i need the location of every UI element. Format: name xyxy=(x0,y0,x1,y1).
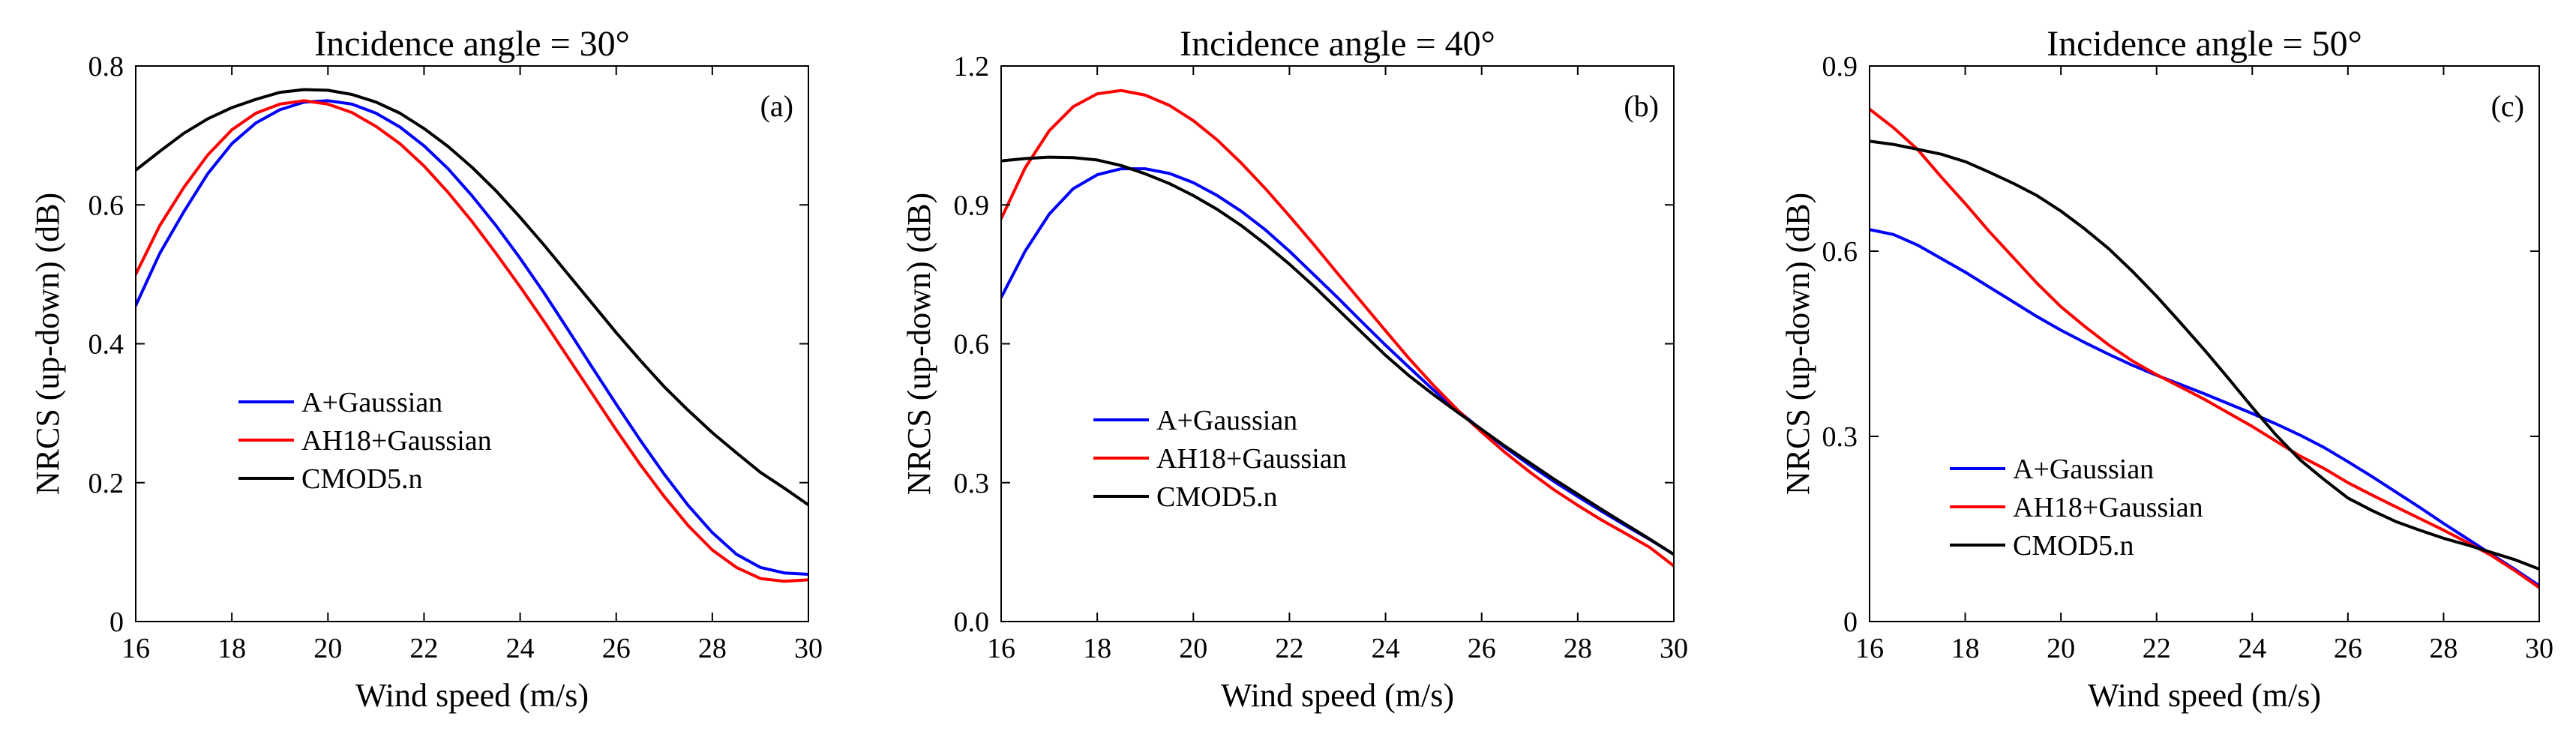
legend: A+Gaussian AH18+Gaussian CMOD5.n xyxy=(1093,405,1347,513)
y-tick-label: 0.8 xyxy=(88,51,124,82)
x-tick-label: 16 xyxy=(121,633,150,664)
series-line-cmod5-n xyxy=(1001,155,1674,556)
y-tick-label: 0.6 xyxy=(954,329,990,361)
y-axis-label: NRCS (up-down) (dB) xyxy=(1780,193,1816,495)
panel-label: (c) xyxy=(2491,89,2524,123)
plot-area: 16 18 20 22 24 26 28 30 0 0.3 0.6 0.9 A+Gaussian AH18… xyxy=(1822,51,2554,664)
x-tick-label: 22 xyxy=(1275,633,1303,664)
x-axis-label: Wind speed (m/s) xyxy=(1221,677,1454,714)
legend-label-ah18-gaussian: AH18+Gaussian xyxy=(2013,492,2203,523)
x-tick-label: 22 xyxy=(409,633,438,664)
y-tick-label: 0.0 xyxy=(954,607,990,638)
x-tick-label: 20 xyxy=(2047,633,2075,664)
x-tick-label: 28 xyxy=(2429,633,2458,664)
x-tick-label: 28 xyxy=(698,633,727,664)
legend-label-ah18-gaussian: AH18+Gaussian xyxy=(1156,443,1347,475)
x-tick-label: 20 xyxy=(1179,633,1207,664)
series-line-cmod5-n xyxy=(136,88,808,507)
series-line-a-gaussian xyxy=(1001,167,1674,556)
x-axis-label: Wind speed (m/s) xyxy=(355,677,589,714)
x-tick-label: 16 xyxy=(1855,633,1884,664)
series-line-ah18-gaussian xyxy=(1870,107,2539,589)
y-tick-label: 0.6 xyxy=(88,190,124,221)
series-group xyxy=(1870,107,2539,589)
legend-label-cmod5-n: CMOD5.n xyxy=(2013,530,2134,562)
legend-label-a-gaussian: A+Gaussian xyxy=(1156,405,1297,436)
y-tick-label: 0.9 xyxy=(1822,51,1858,82)
legend: A+Gaussian AH18+Gaussian CMOD5.n xyxy=(238,387,492,495)
axes-frame xyxy=(135,65,809,622)
x-tick-label: 26 xyxy=(1468,633,1496,664)
legend: A+Gaussian AH18+Gaussian CMOD5.n xyxy=(1950,454,2203,562)
x-tick-label: 30 xyxy=(2525,633,2554,664)
series-line-a-gaussian xyxy=(1870,228,2539,588)
panel-b: Incidence angle = 40° 16 18 20 22 24 26 28 30 0.… xyxy=(901,24,1688,714)
legend-label-cmod5-n: CMOD5.n xyxy=(1156,481,1278,513)
panel-title: Incidence angle = 50° xyxy=(2047,24,2362,64)
x-axis-label: Wind speed (m/s) xyxy=(2088,677,2321,714)
x-tick-label: 22 xyxy=(2143,633,2171,664)
series-line-cmod5-n xyxy=(1870,139,2539,571)
series-group xyxy=(136,88,808,583)
panel-label: (b) xyxy=(1624,89,1659,123)
x-tick-label: 18 xyxy=(1083,633,1111,664)
y-axis-label: NRCS (up-down) (dB) xyxy=(901,193,937,495)
x-tick-label: 18 xyxy=(217,633,246,664)
series-group xyxy=(1001,88,1674,568)
y-tick-label: 0.2 xyxy=(88,468,124,499)
y-tick-label: 0 xyxy=(1843,607,1858,638)
x-tick-label: 30 xyxy=(794,633,823,664)
plot-area: 16 18 20 22 24 26 28 3000.20.40.60.8A+GaussianA… xyxy=(88,51,823,664)
y-tick-label: 0 xyxy=(109,607,124,638)
x-tick-label: 26 xyxy=(602,633,631,664)
x-tick-label: 18 xyxy=(1951,633,1980,664)
y-axis-label: NRCS (up-down) (dB) xyxy=(29,193,66,495)
series-line-ah18-gaussian xyxy=(136,99,808,583)
panel-label: (a) xyxy=(760,89,793,123)
x-tick-label: 24 xyxy=(1372,633,1400,664)
legend-label-a-gaussian: A+Gaussian xyxy=(2013,454,2154,485)
y-tick-label: 0.3 xyxy=(1822,421,1858,453)
panel-a: Incidence angle = 30° 16 18 20 22 24 26 28 30 0 0… xyxy=(29,24,823,714)
y-tick-label: 1.2 xyxy=(954,51,990,82)
x-tick-label: 20 xyxy=(313,633,342,664)
y-tick-label: 0.9 xyxy=(954,190,990,221)
x-tick-label: 16 xyxy=(987,633,1015,664)
legend-label-cmod5-n: CMOD5.n xyxy=(301,463,423,495)
x-tick-label: 24 xyxy=(506,633,535,664)
x-tick-label: 30 xyxy=(1660,633,1688,664)
panel-title: Incidence angle = 30° xyxy=(314,24,630,64)
y-tick-label: 0.4 xyxy=(88,329,124,361)
legend-label-a-gaussian: A+Gaussian xyxy=(301,387,442,418)
panel-c: Incidence angle = 50° 16 18 20 22 24 26 28 30 0 0… xyxy=(1780,24,2554,714)
x-tick-label: 24 xyxy=(2238,633,2266,664)
series-line-ah18-gaussian xyxy=(1001,88,1674,568)
series-line-a-gaussian xyxy=(136,99,808,576)
y-tick-label: 0.3 xyxy=(954,468,990,499)
x-tick-label: 28 xyxy=(1564,633,1592,664)
axes-frame xyxy=(1000,65,1675,622)
axes-frame xyxy=(1869,65,2540,622)
x-tick-label: 26 xyxy=(2334,633,2362,664)
panel-title: Incidence angle = 40° xyxy=(1180,24,1495,64)
y-tick-label: 0.6 xyxy=(1822,236,1858,268)
legend-label-ah18-gaussian: AH18+Gaussian xyxy=(301,425,492,457)
plot-area: 16 18 20 22 24 26 28 30 0.0 0.3 0.6 0.9 1.2 A+Gaussia… xyxy=(954,51,1689,664)
